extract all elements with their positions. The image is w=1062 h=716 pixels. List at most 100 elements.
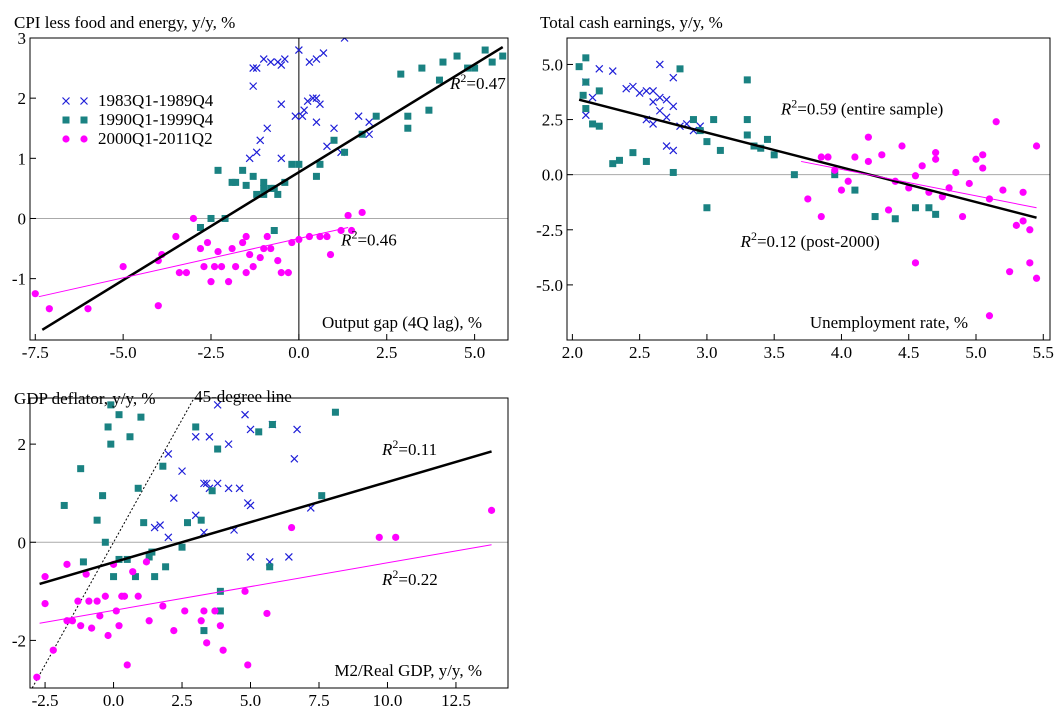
point: [354, 112, 363, 121]
point: [952, 168, 960, 177]
point: [214, 247, 222, 256]
point: [404, 112, 412, 120]
point: [435, 76, 443, 84]
point: [49, 646, 57, 654]
point: [104, 423, 112, 431]
point: [375, 533, 383, 541]
point: [93, 516, 101, 524]
point: [281, 178, 289, 186]
annotation-sup: 2: [791, 97, 797, 111]
point: [649, 86, 658, 95]
annotation: R2=0.46: [340, 228, 397, 250]
point: [274, 190, 282, 198]
point: [303, 97, 312, 106]
point: [126, 433, 134, 441]
point: [150, 523, 159, 532]
point: [249, 263, 257, 271]
annotation-sup: 2: [351, 228, 357, 242]
point: [985, 312, 994, 320]
annotation-r: R: [740, 232, 752, 251]
point: [703, 204, 711, 212]
point: [159, 602, 167, 610]
point: [999, 186, 1007, 194]
point: [965, 179, 973, 188]
point: [662, 142, 671, 150]
point: [344, 211, 352, 220]
point: [214, 166, 222, 174]
point: [246, 501, 255, 510]
point: [145, 617, 153, 625]
point: [242, 181, 250, 189]
point: [217, 263, 226, 271]
x-axis-label: Unemployment rate, %: [810, 313, 968, 332]
point: [300, 106, 309, 115]
point: [312, 172, 320, 180]
point: [110, 573, 118, 581]
annotation-sup: 2: [392, 437, 398, 451]
point: [439, 58, 447, 66]
point: [191, 432, 200, 441]
point: [326, 250, 335, 259]
point: [312, 118, 321, 127]
point: [703, 138, 711, 146]
point: [246, 553, 255, 561]
point: [154, 302, 162, 310]
point: [298, 112, 307, 121]
point: [635, 89, 644, 98]
point: [267, 244, 275, 253]
point: [224, 440, 233, 449]
point: [588, 93, 597, 102]
point: [145, 553, 153, 561]
x-tick-label: 3.0: [696, 343, 717, 362]
point: [582, 78, 590, 86]
x-tick-label: 12.5: [441, 691, 471, 710]
legend-label: 1983Q1-1989Q4: [98, 91, 214, 110]
point: [104, 631, 112, 640]
point: [164, 450, 173, 458]
point: [488, 58, 496, 66]
point: [331, 408, 339, 416]
point: [689, 116, 697, 124]
point: [471, 64, 479, 72]
point: [82, 570, 90, 578]
point: [649, 120, 658, 128]
frame: [29, 397, 509, 689]
point: [277, 61, 286, 69]
point: [45, 305, 53, 313]
point: [228, 244, 236, 253]
x-tick-label: 7.5: [308, 691, 329, 710]
y-tick-label: -5.0: [536, 276, 563, 295]
point: [291, 112, 300, 121]
point: [575, 63, 583, 71]
point: [115, 622, 123, 630]
legend-label: 2000Q1-2011Q2: [98, 129, 213, 148]
point: [203, 639, 211, 647]
point: [837, 186, 846, 194]
point: [88, 624, 96, 632]
annotation-sup: 2: [460, 71, 466, 85]
point: [200, 607, 208, 615]
point: [246, 250, 254, 259]
point: [284, 269, 292, 277]
point: [425, 106, 433, 114]
point: [589, 120, 597, 128]
point: [358, 208, 366, 217]
point: [228, 178, 236, 186]
point: [93, 597, 101, 605]
point: [898, 142, 906, 150]
point: [1032, 274, 1041, 282]
point: [140, 519, 148, 527]
point: [224, 278, 233, 286]
point: [184, 519, 192, 527]
point: [253, 190, 261, 198]
point: [260, 184, 268, 192]
y-tick-label: -1: [12, 270, 26, 289]
point: [316, 160, 324, 168]
legend-marker: [80, 116, 88, 124]
point: [662, 95, 671, 104]
point: [655, 106, 664, 115]
point: [1006, 268, 1014, 276]
point: [213, 400, 222, 409]
point: [891, 215, 899, 223]
